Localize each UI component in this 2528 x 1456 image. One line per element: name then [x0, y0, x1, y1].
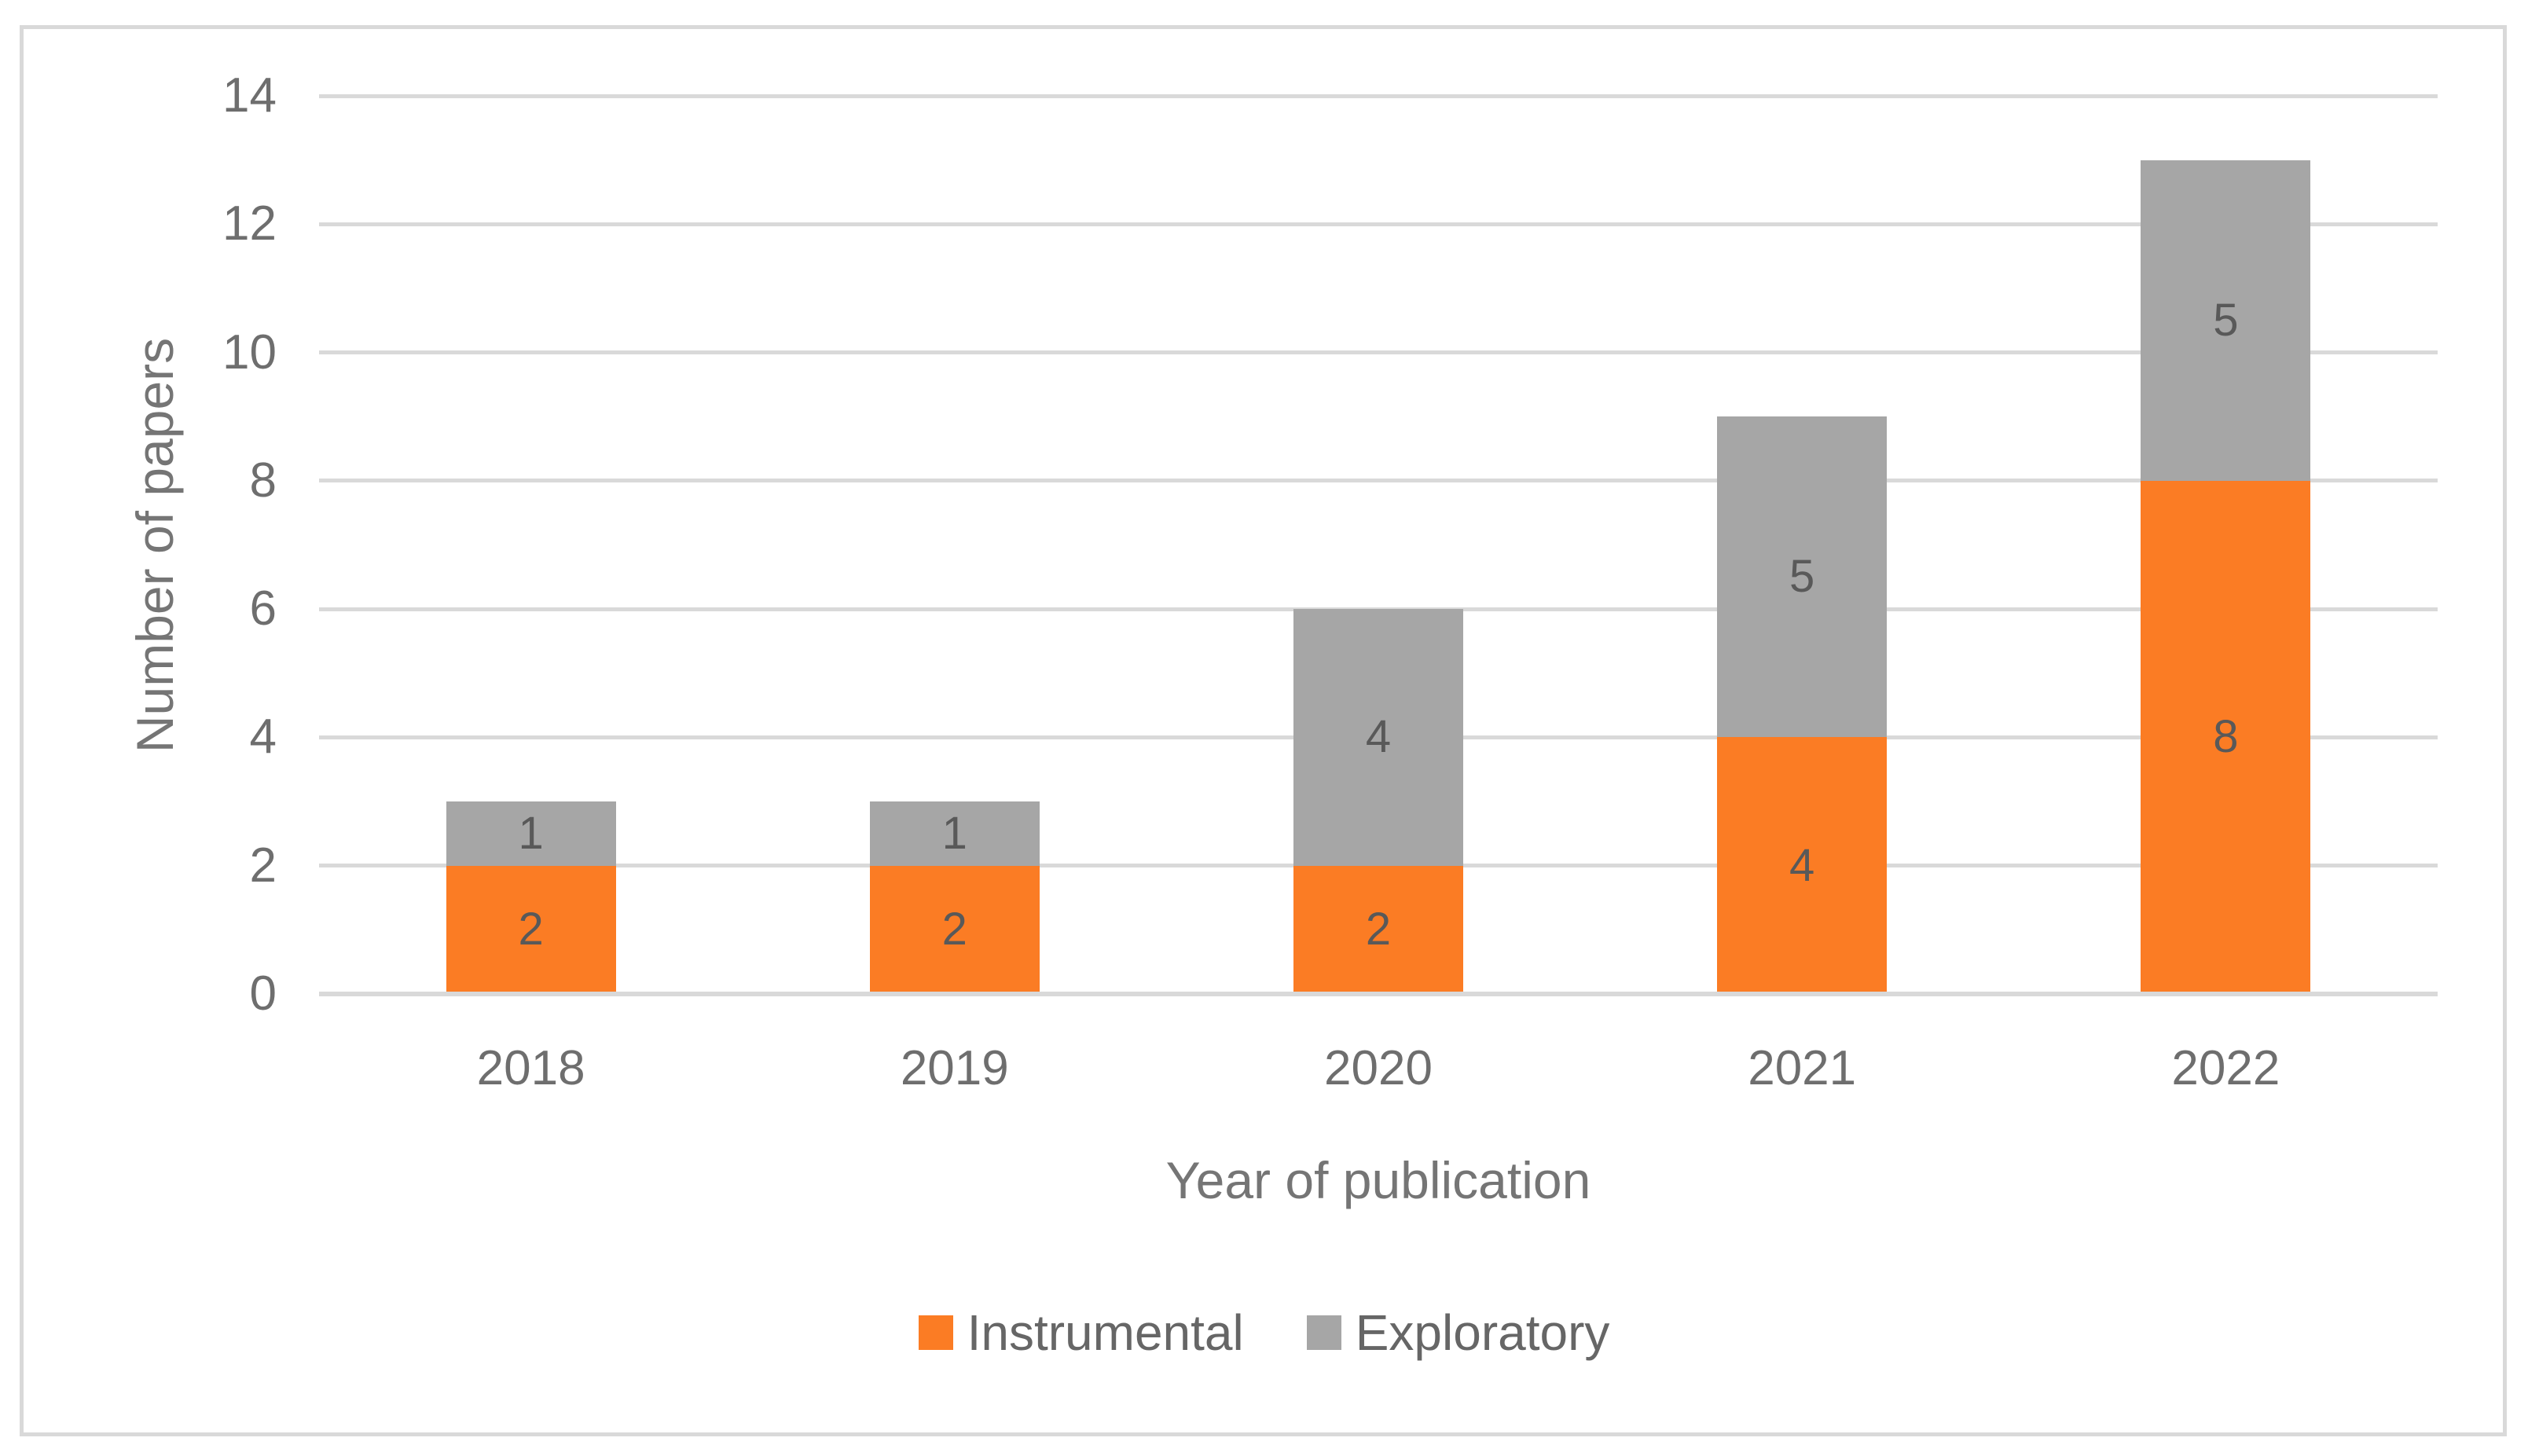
bar-2019-instrumental: 2	[869, 865, 1040, 994]
gridline-y-6	[319, 607, 2438, 611]
data-label: 4	[1789, 839, 1815, 891]
chart-frame-border	[20, 25, 2507, 1436]
x-axis-title: Year of publication	[1165, 1151, 1591, 1209]
legend-label: Exploratory	[1355, 1304, 1610, 1361]
bar-2019-exploratory: 1	[869, 801, 1040, 866]
plot-area: 2 1 2 1 2 4 4 5 8 5	[319, 94, 2438, 994]
gridline-y-10	[319, 350, 2438, 355]
bar-2020-instrumental: 2	[1293, 865, 1463, 994]
legend-marker-instrumental	[918, 1315, 953, 1350]
bar-2021-instrumental: 4	[1717, 737, 1888, 994]
data-label: 4	[1365, 711, 1392, 763]
bar-2018-exploratory: 1	[446, 801, 616, 866]
data-label: 2	[518, 904, 544, 955]
data-label: 1	[941, 807, 967, 859]
legend-label: Instrumental	[967, 1304, 1244, 1361]
x-tick-label-2022: 2022	[2171, 1041, 2280, 1095]
x-axis-line	[319, 992, 2438, 996]
y-tick-label-4: 4	[249, 710, 277, 765]
bar-2022-instrumental: 8	[2141, 480, 2311, 994]
legend: Instrumental Exploratory	[0, 1307, 2528, 1358]
data-label: 5	[1789, 551, 1815, 603]
y-tick-label-14: 14	[222, 68, 277, 123]
x-tick-label-2021: 2021	[1748, 1041, 1857, 1095]
data-label: 8	[2213, 711, 2239, 763]
x-tick-label-2020: 2020	[1324, 1041, 1433, 1095]
data-label: 2	[941, 904, 967, 955]
bar-2021-exploratory: 5	[1717, 416, 1888, 738]
data-label: 1	[518, 807, 544, 859]
bar-2020-exploratory: 4	[1293, 609, 1463, 866]
x-tick-label-2019: 2019	[900, 1041, 1009, 1095]
data-label: 5	[2213, 294, 2239, 346]
x-tick-label-2018: 2018	[476, 1041, 585, 1095]
y-tick-label-6: 6	[249, 581, 277, 636]
gridline-y-14	[319, 94, 2438, 98]
y-tick-label-0: 0	[249, 966, 277, 1021]
legend-item-instrumental: Instrumental	[918, 1304, 1244, 1361]
y-tick-label-8: 8	[249, 453, 277, 508]
legend-item-exploratory: Exploratory	[1306, 1304, 1610, 1361]
y-axis-title: Number of papers	[126, 337, 184, 754]
gridline-y-8	[319, 479, 2438, 483]
legend-marker-exploratory	[1306, 1315, 1341, 1350]
bar-2022-exploratory: 5	[2141, 160, 2311, 481]
y-tick-label-10: 10	[222, 325, 277, 380]
data-label: 2	[1365, 904, 1392, 955]
y-tick-label-2: 2	[249, 838, 277, 893]
bar-2018-instrumental: 2	[446, 865, 616, 994]
gridline-y-12	[319, 222, 2438, 226]
y-tick-label-12: 12	[222, 196, 277, 251]
